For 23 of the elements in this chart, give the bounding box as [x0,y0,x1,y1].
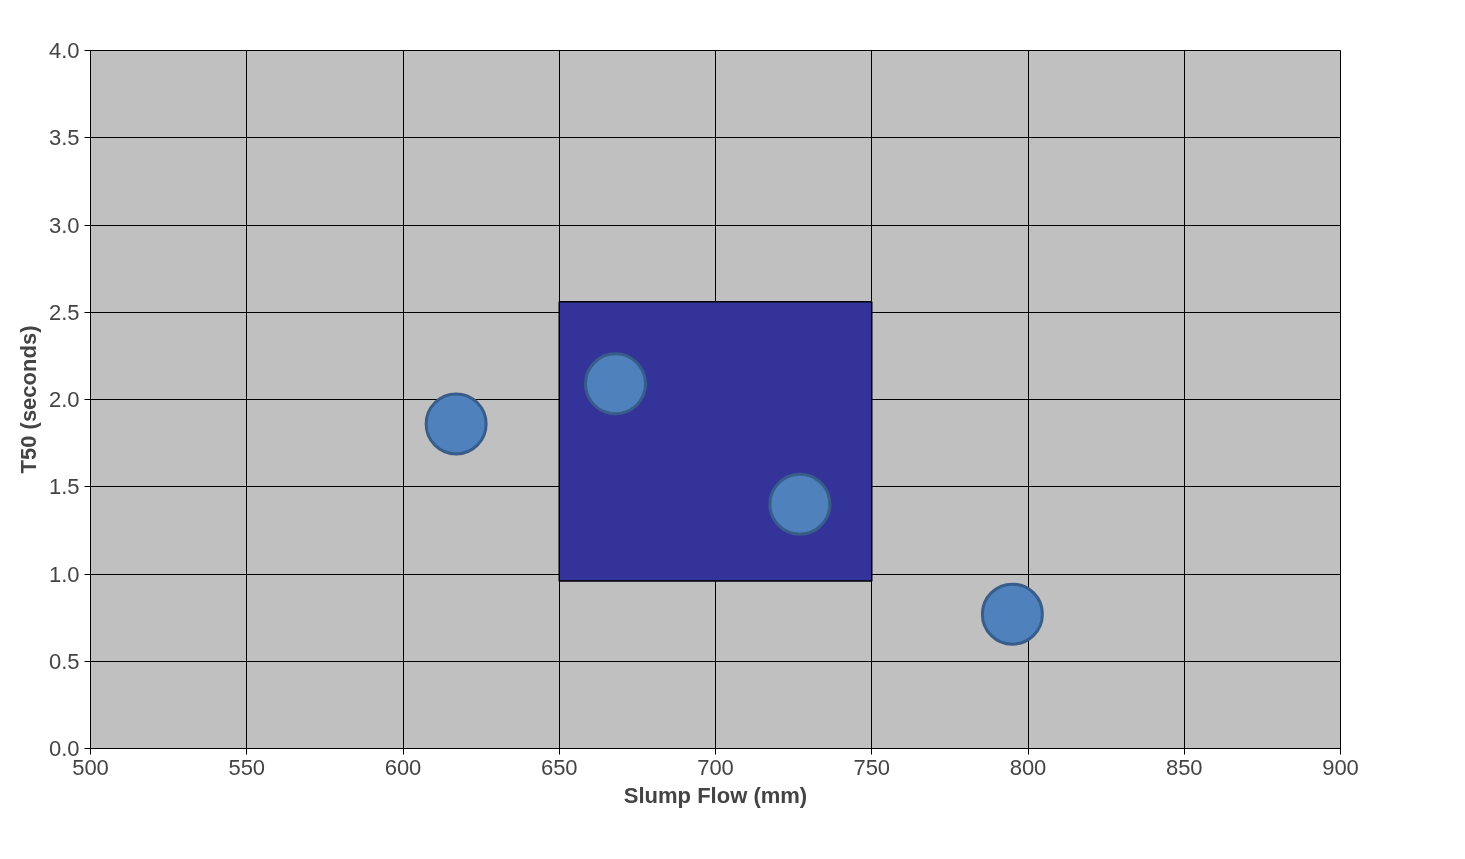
x-axis-title: Slump Flow (mm) [623,782,808,808]
y-axis-title: T50 (seconds) [15,325,41,474]
x-tick-label: 550 [228,754,266,780]
x-tick-label: 600 [384,754,422,780]
y-tick-label: 2.0 [48,387,80,412]
point [424,392,488,456]
x-tick-label: 850 [1165,754,1203,780]
y-tick-label: 3.0 [48,212,80,238]
x-tick-label: 900 [1322,754,1359,780]
x-tick-label: 650 [540,754,578,780]
point [980,582,1044,646]
y-tick-label: 0.0 [48,736,80,761]
y-tick-label: 0.5 [48,648,80,674]
x-tick-label: 700 [697,754,734,780]
y-tick-label: 1.0 [48,561,80,587]
y-tick-label: 1.5 [48,474,80,500]
y-tick-label: 2.5 [48,299,80,325]
x-tick-label: 750 [853,754,891,780]
point [768,472,832,536]
y-tick-label: 4.0 [48,38,80,63]
point [584,352,647,416]
x-tick-label: 800 [1009,754,1047,780]
y-tick-label: 3.5 [48,125,80,151]
